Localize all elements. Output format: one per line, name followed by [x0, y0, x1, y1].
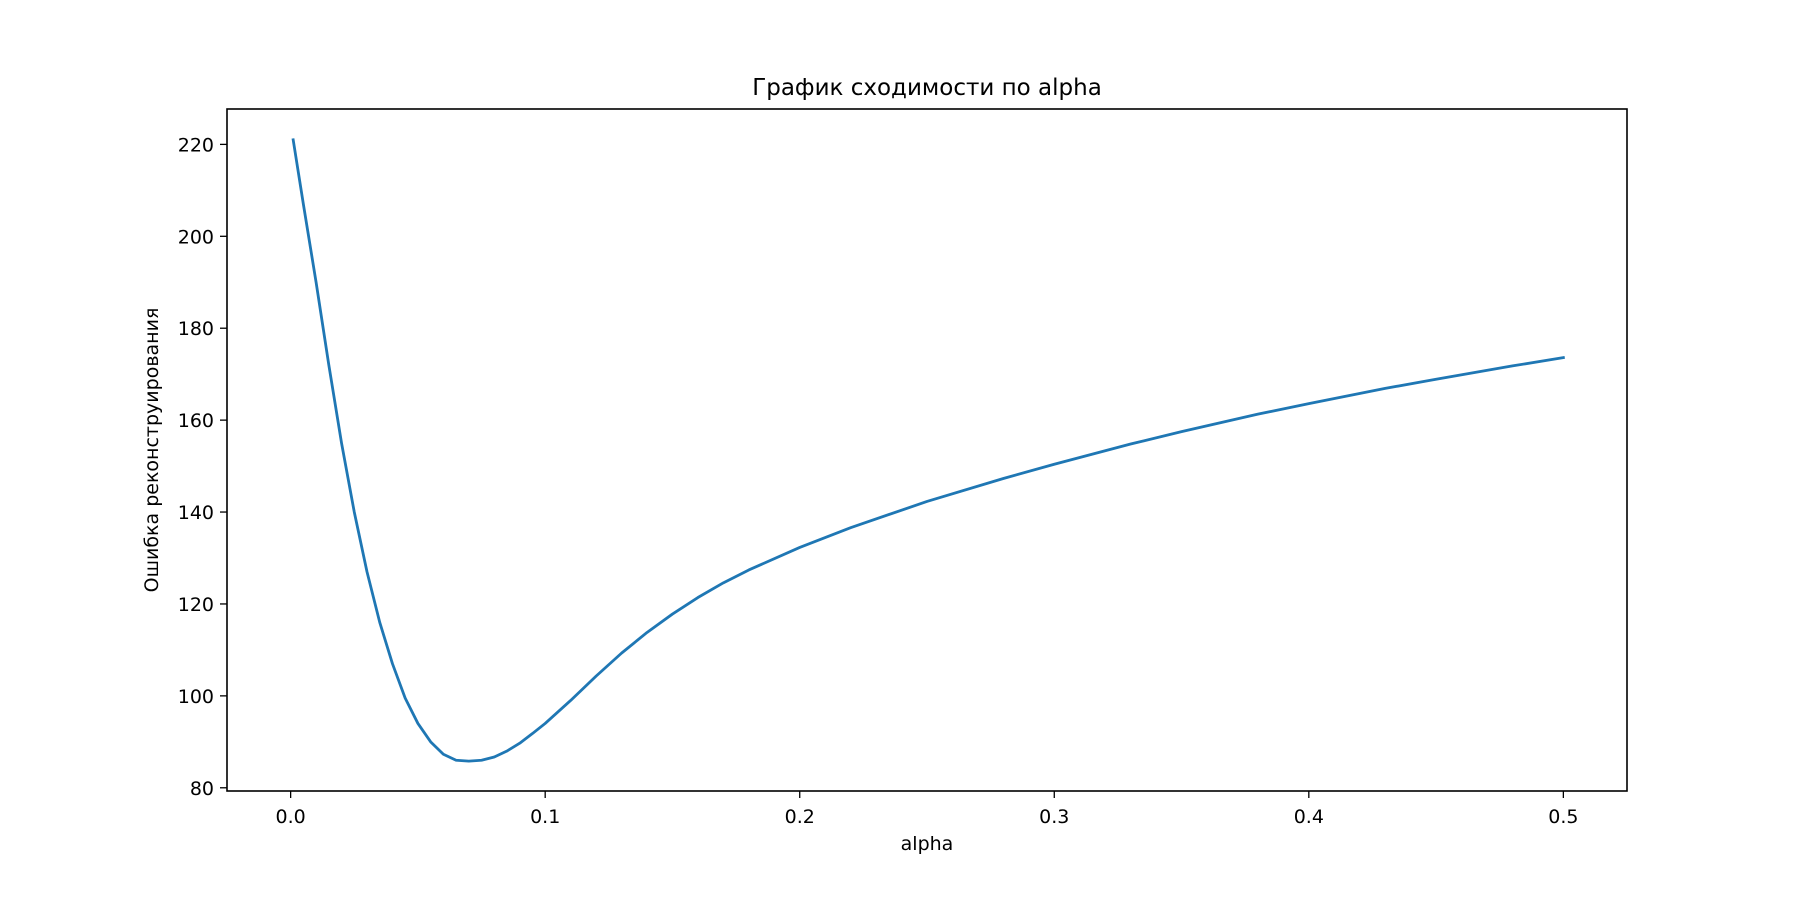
x-tick-label: 0.4 [1294, 806, 1324, 828]
plot-frame [226, 108, 1628, 792]
x-axis-label: alpha [901, 833, 954, 855]
y-tick-label: 220 [178, 134, 214, 156]
y-tick-label: 200 [178, 226, 214, 248]
x-tick-label: 0.3 [1039, 806, 1069, 828]
x-tick-label: 0.0 [276, 806, 306, 828]
y-tick-label: 80 [190, 778, 214, 800]
y-tick-label: 180 [178, 318, 214, 340]
y-tick-label: 140 [178, 502, 214, 524]
y-tick-label: 120 [178, 594, 214, 616]
y-axis-ticks: 80 100 120 140 160 180 200 220 [178, 134, 227, 800]
series-layer [291, 138, 1565, 763]
x-tick-label: 0.5 [1548, 806, 1578, 828]
x-tick-label: 0.2 [785, 806, 815, 828]
x-axis-ticks: 0.0 0.1 0.2 0.3 0.4 0.5 [276, 791, 1578, 828]
y-tick-label: 100 [178, 686, 214, 708]
series-line-0 [291, 138, 1565, 763]
y-axis-label: Ошибка реконструирования [141, 308, 163, 593]
x-tick-label: 0.1 [530, 806, 560, 828]
y-tick-label: 160 [178, 410, 214, 432]
chart-title: График сходимости по alpha [752, 75, 1102, 101]
